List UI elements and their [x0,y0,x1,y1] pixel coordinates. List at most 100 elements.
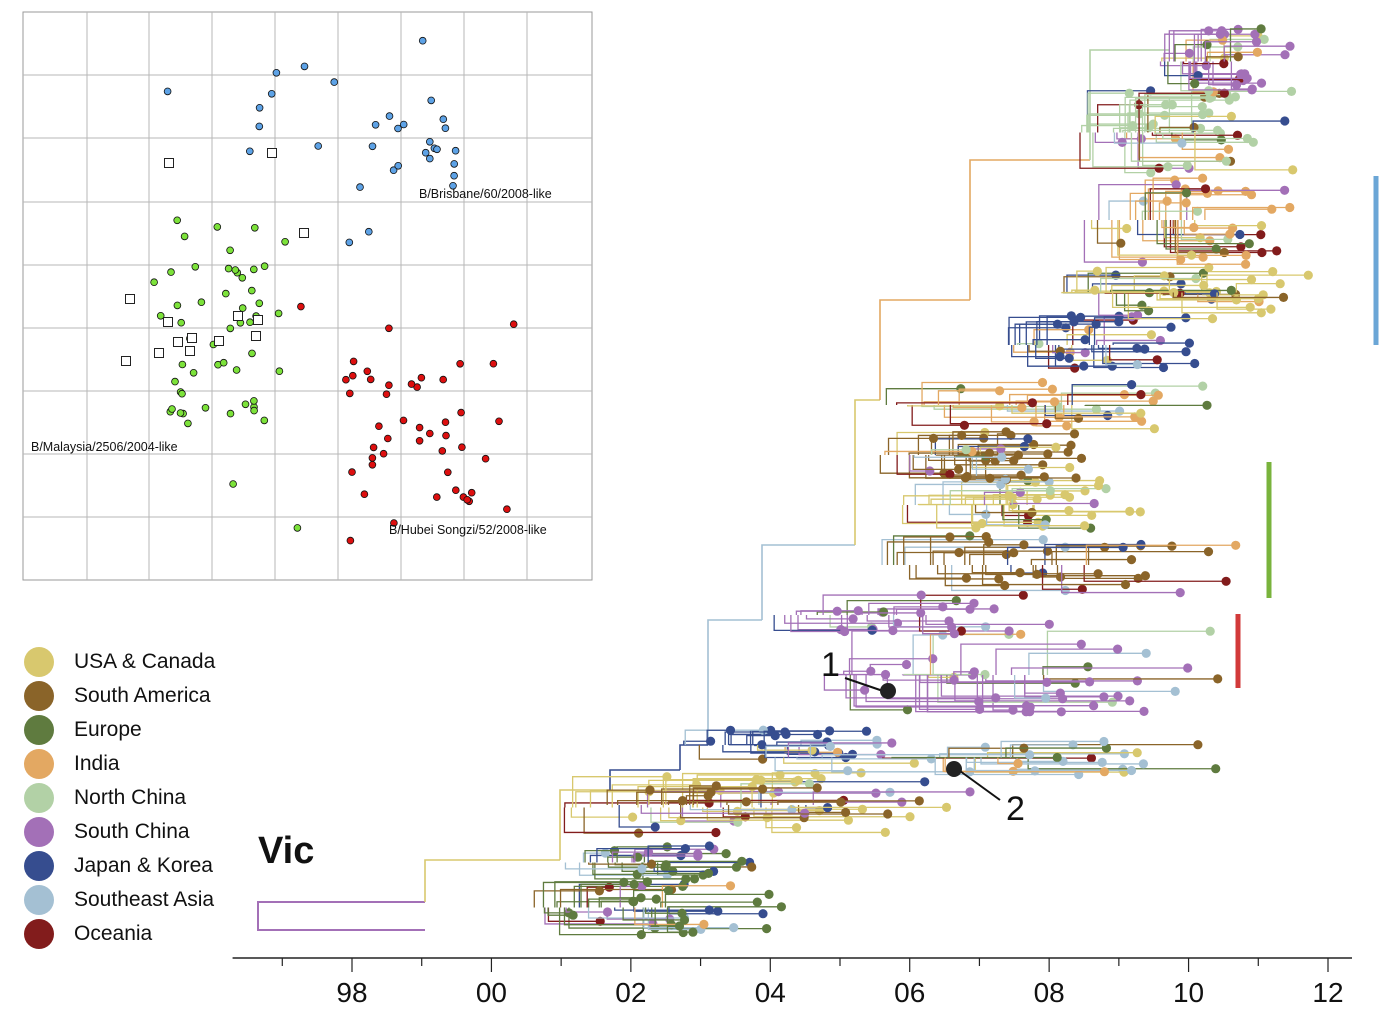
tree-branch [1011,345,1061,358]
tree-tip [969,598,979,608]
tree-tip [1125,696,1135,706]
tree-tip [981,509,991,519]
tree-tip [1136,134,1146,144]
hubei-strain-point [348,468,356,476]
malaysia-strain-point [232,366,241,374]
tree-branch [1230,61,1253,90]
tree-branch [1008,505,1069,512]
tree-branch [724,731,785,745]
tree-tip [1051,442,1061,452]
tree-branch [774,757,848,772]
tree-branch [761,544,855,620]
tree-tip [938,630,948,640]
tree-branch [1071,289,1095,293]
tree-tip [883,809,893,819]
tree-branch [616,846,668,863]
tree-branch [257,915,370,931]
tree-tip [1221,156,1231,166]
tree-tip [1032,494,1042,504]
tree-tip [997,452,1007,462]
tree-branch [1079,132,1159,169]
tree-tip [1093,569,1103,579]
tree-tip [568,910,578,920]
tree-branch [1009,744,1073,758]
tree-branch [1204,208,1272,220]
tree-branch [787,742,892,758]
tree-tip [645,785,655,795]
tree-tip [704,905,714,915]
tree-tip [1132,343,1142,353]
legend-item: Europe [22,710,252,745]
tree-branch [1054,405,1079,419]
hubei-strain-point [366,375,375,384]
tree-branch [1035,345,1070,359]
tree-branch [580,883,635,908]
node2-pointer [959,770,1001,801]
tree-tip [1146,330,1156,340]
tree-branch [927,675,1027,713]
reference-serum-square [121,356,131,366]
tree-branch [981,565,1126,586]
legend-swatch [24,851,54,881]
tree-tip [832,606,842,616]
hubei-strain-point [415,436,424,445]
axis-tick-label: 98 [336,977,367,1008]
tree-branch [892,535,970,565]
tree-tip [1204,86,1214,96]
tree-tip [1152,355,1162,365]
tree-branch [884,450,973,455]
tree-tip [1186,250,1197,260]
tree-tip [699,919,709,930]
tree-tip [1231,80,1242,90]
tree-tip [949,675,959,685]
tree-tip [1162,196,1172,206]
node1-label: 1 [821,646,840,684]
malaysia-strain-point [250,406,258,415]
tree-branch [855,675,1031,708]
brisbane-strain-point [427,96,436,105]
hubei-strain-point [503,505,511,514]
tree-tip [662,842,672,852]
tree-branch [722,745,815,753]
tree-branch [1097,345,1137,349]
tree-tip [1250,29,1260,39]
tree-branch [843,670,871,675]
tree-tip [677,796,688,806]
tree-branch [1134,200,1168,220]
tree-tip [773,787,784,797]
tree-tip [1223,144,1234,154]
malaysia-strain-point [213,223,222,231]
tree-branch [257,915,425,931]
tree-tip [985,473,995,483]
tree-branch [1036,321,1119,345]
tree-tip [1161,100,1171,110]
tree-tip [1280,185,1290,195]
tree-branch [1169,220,1262,254]
tree-tip [1256,221,1267,231]
tree-branch [1066,334,1152,345]
tree-tip [1233,42,1243,52]
tree-branch [1083,565,1227,582]
phylogenetic-tree [257,24,1313,940]
tree-tip [1166,322,1176,332]
tree-tip [836,797,846,807]
tree-tip [595,916,605,926]
tree-tip [1167,541,1177,551]
tree-branch [559,888,672,908]
tree-tip [959,420,970,430]
tree-branch [979,446,1056,455]
tree-tip [1045,486,1055,496]
malaysia-strain-point [281,238,289,246]
tree-branch [764,745,846,759]
hubei-strain-point [463,495,472,504]
tree-tip [676,816,686,826]
tree-tip [1136,390,1146,400]
tree-branch [1144,93,1227,133]
tree-tip [1259,34,1269,45]
malaysia-strain-point [173,216,182,225]
tree-branch [1141,210,1198,220]
tree-tip [879,607,889,617]
malaysia-strain-point [201,403,210,412]
malaysia-strain-point [226,409,235,418]
tree-tip [1181,347,1191,357]
